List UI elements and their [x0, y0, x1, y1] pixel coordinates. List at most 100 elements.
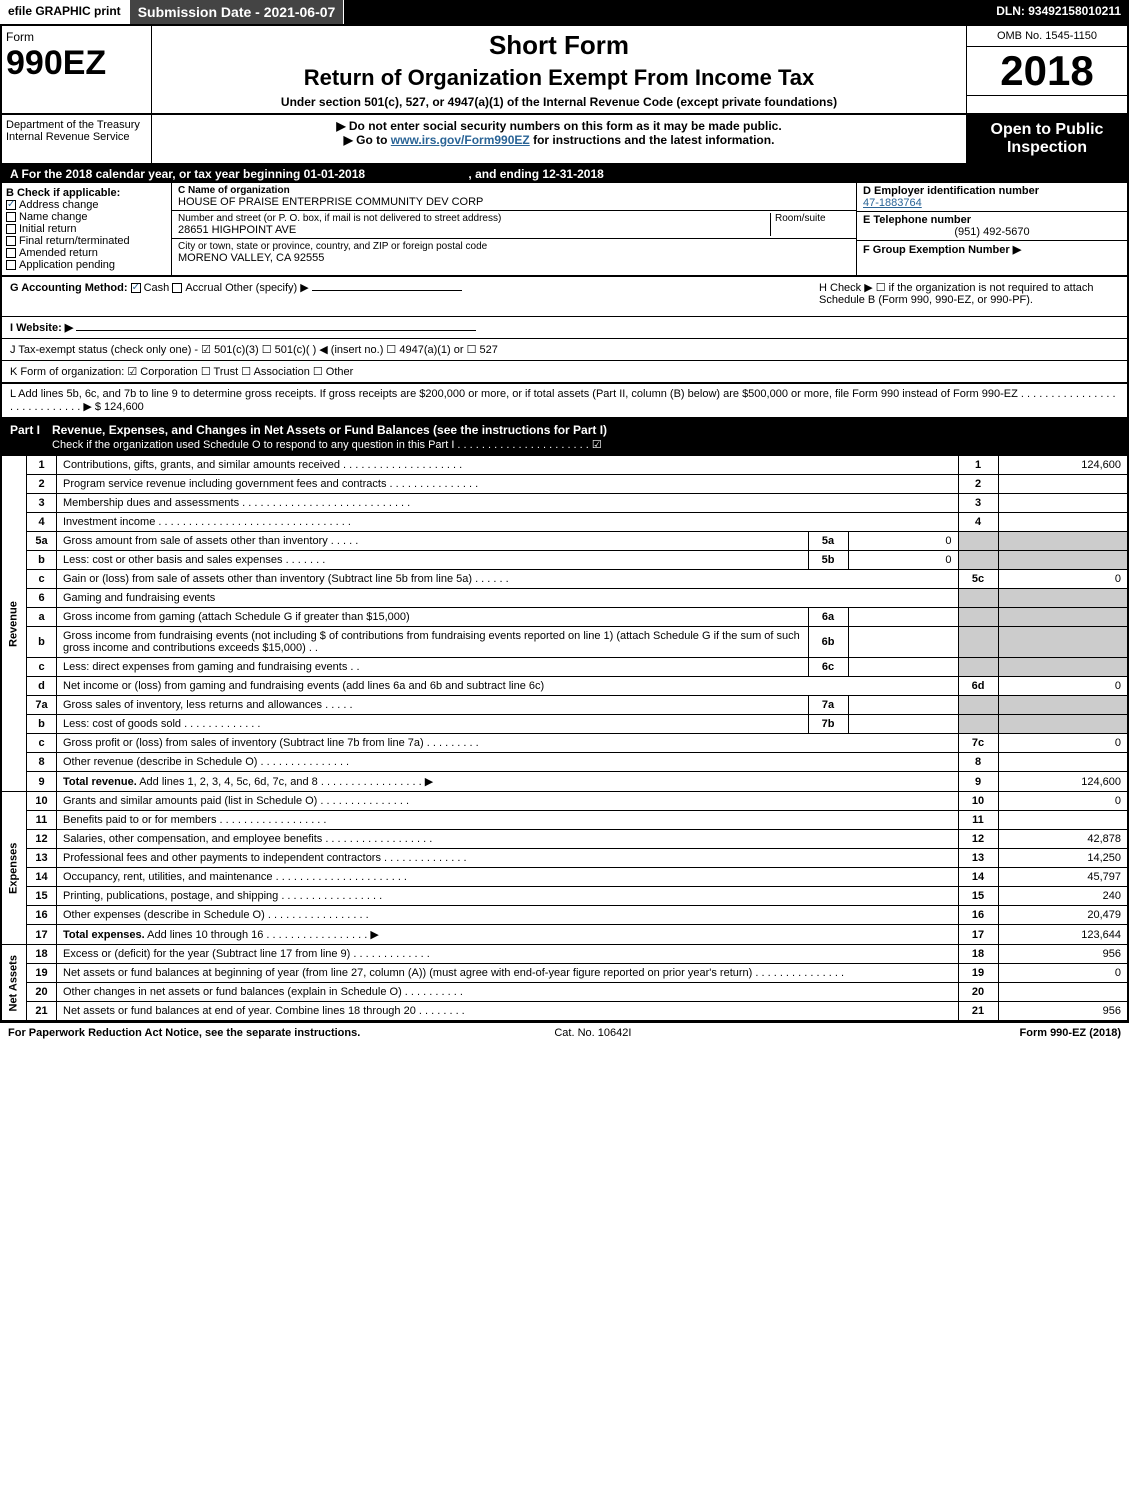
- l20-num: 20: [27, 983, 57, 1002]
- b-item-3[interactable]: Final return/terminated: [6, 235, 167, 247]
- l19-desc: Net assets or fund balances at beginning…: [57, 964, 959, 983]
- l6c-desc: Less: direct expenses from gaming and fu…: [57, 658, 809, 677]
- b-item-0[interactable]: Address change: [6, 199, 167, 211]
- l6a-num: a: [27, 608, 57, 627]
- l7b-subval: [848, 715, 958, 734]
- line-2: 2Program service revenue including gover…: [1, 475, 1128, 494]
- checkbox-icon[interactable]: [6, 260, 16, 270]
- l20-amt: [998, 983, 1128, 1002]
- b-item-0-label: Address change: [19, 199, 99, 211]
- l13-amt: 14,250: [998, 849, 1128, 868]
- k-row: K Form of organization: ☑ Corporation ☐ …: [0, 361, 1129, 384]
- open-to-public: Open to Public Inspection: [967, 115, 1127, 163]
- l17-num: 17: [27, 925, 57, 945]
- l6-ln-shaded: [958, 589, 998, 608]
- l3-desc: Membership dues and assessments . . . . …: [57, 494, 959, 513]
- l6a-shaded: [958, 608, 998, 627]
- l12-amt: 42,878: [998, 830, 1128, 849]
- goto-link[interactable]: ▶ Go to www.irs.gov/Form990EZ for instru…: [156, 133, 962, 147]
- line-6d: dNet income or (loss) from gaming and fu…: [1, 677, 1128, 696]
- line-17: 17Total expenses. Add lines 10 through 1…: [1, 925, 1128, 945]
- checkbox-icon[interactable]: [6, 236, 16, 246]
- l7a-num: 7a: [27, 696, 57, 715]
- part1-table: Revenue 1 Contributions, gifts, grants, …: [0, 455, 1129, 1022]
- cash-checkbox[interactable]: [131, 283, 141, 293]
- g-row: G Accounting Method: Cash Accrual Other …: [0, 277, 1129, 317]
- l1-desc: Contributions, gifts, grants, and simila…: [57, 456, 959, 475]
- b-header: B Check if applicable:: [6, 187, 167, 199]
- checkbox-icon[interactable]: [6, 200, 16, 210]
- d-group-row: F Group Exemption Number ▶: [857, 241, 1127, 258]
- b-item-1[interactable]: Name change: [6, 211, 167, 223]
- form-header: Form 990EZ Short Form Return of Organiza…: [0, 24, 1129, 115]
- l11-num: 11: [27, 811, 57, 830]
- efile-label[interactable]: efile GRAPHIC print: [0, 0, 130, 24]
- l19-num: 19: [27, 964, 57, 983]
- form-word: Form: [6, 30, 147, 44]
- return-title: Return of Organization Exempt From Incom…: [156, 65, 962, 91]
- l13-ln: 13: [958, 849, 998, 868]
- b-item-1-label: Name change: [19, 211, 88, 223]
- l5c-desc: Gain or (loss) from sale of assets other…: [57, 570, 959, 589]
- l7a-desc: Gross sales of inventory, less returns a…: [57, 696, 809, 715]
- l6b-num: b: [27, 627, 57, 658]
- l5c-ln: 5c: [958, 570, 998, 589]
- l6d-amt: 0: [998, 677, 1128, 696]
- j-text: J Tax-exempt status (check only one) - ☑…: [10, 344, 498, 356]
- no-ssn-warning: ▶ Do not enter social security numbers o…: [156, 119, 962, 133]
- line-8: 8Other revenue (describe in Schedule O) …: [1, 753, 1128, 772]
- title-block: Short Form Return of Organization Exempt…: [152, 26, 967, 113]
- l17-desc: Total expenses. Add lines 10 through 16 …: [57, 925, 959, 945]
- l8-desc: Other revenue (describe in Schedule O) .…: [57, 753, 959, 772]
- room-suite-label: Room/suite: [770, 213, 850, 236]
- accrual-checkbox[interactable]: [172, 283, 182, 293]
- line-18: Net Assets 18Excess or (deficit) for the…: [1, 945, 1128, 964]
- l5b-subval: 0: [848, 551, 958, 570]
- ein-value[interactable]: 47-1883764: [863, 197, 1121, 209]
- b-item-4[interactable]: Amended return: [6, 247, 167, 259]
- l6d-ln: 6d: [958, 677, 998, 696]
- right-header-cell: OMB No. 1545-1150 2018: [967, 26, 1127, 113]
- checkbox-icon[interactable]: [6, 212, 16, 222]
- line-7b: bLess: cost of goods sold . . . . . . . …: [1, 715, 1128, 734]
- other-input[interactable]: [312, 290, 462, 291]
- l6c-subval: [848, 658, 958, 677]
- l16-ln: 16: [958, 906, 998, 925]
- l10-ln: 10: [958, 792, 998, 811]
- tax-year: 2018: [967, 47, 1127, 96]
- period-begin: A For the 2018 calendar year, or tax yea…: [10, 167, 365, 181]
- line-5a: 5aGross amount from sale of assets other…: [1, 532, 1128, 551]
- l6-amt-shaded: [998, 589, 1128, 608]
- l8-num: 8: [27, 753, 57, 772]
- l20-ln: 20: [958, 983, 998, 1002]
- under-section: Under section 501(c), 527, or 4947(a)(1)…: [156, 95, 962, 109]
- l11-ln: 11: [958, 811, 998, 830]
- checkbox-icon[interactable]: [6, 224, 16, 234]
- l1-num: 1: [27, 456, 57, 475]
- l11-desc: Benefits paid to or for members . . . . …: [57, 811, 959, 830]
- l2-amt: [998, 475, 1128, 494]
- l6b-subval: [848, 627, 958, 658]
- l13-num: 13: [27, 849, 57, 868]
- l15-num: 15: [27, 887, 57, 906]
- b-item-2[interactable]: Initial return: [6, 223, 167, 235]
- i-label: I Website: ▶: [10, 322, 73, 334]
- line-4: 4Investment income . . . . . . . . . . .…: [1, 513, 1128, 532]
- l7b-shaded: [958, 715, 998, 734]
- l11-amt: [998, 811, 1128, 830]
- dln-label: DLN: 93492158010211: [988, 0, 1129, 24]
- k-text: K Form of organization: ☑ Corporation ☐ …: [10, 366, 353, 378]
- footer-right: Form 990-EZ (2018): [1020, 1027, 1122, 1039]
- l5a-amt-shaded: [998, 532, 1128, 551]
- l7b-sub: 7b: [808, 715, 848, 734]
- part1-title: Revenue, Expenses, and Changes in Net As…: [52, 423, 607, 451]
- b-item-5[interactable]: Application pending: [6, 259, 167, 271]
- section-b: B Check if applicable: Address change Na…: [2, 183, 172, 275]
- l7a-amt-shaded: [998, 696, 1128, 715]
- checkbox-icon[interactable]: [6, 248, 16, 258]
- website-input[interactable]: [76, 330, 476, 331]
- l21-amt: 956: [998, 1002, 1128, 1022]
- line-5c: cGain or (loss) from sale of assets othe…: [1, 570, 1128, 589]
- l6c-sub: 6c: [808, 658, 848, 677]
- line-16: 16Other expenses (describe in Schedule O…: [1, 906, 1128, 925]
